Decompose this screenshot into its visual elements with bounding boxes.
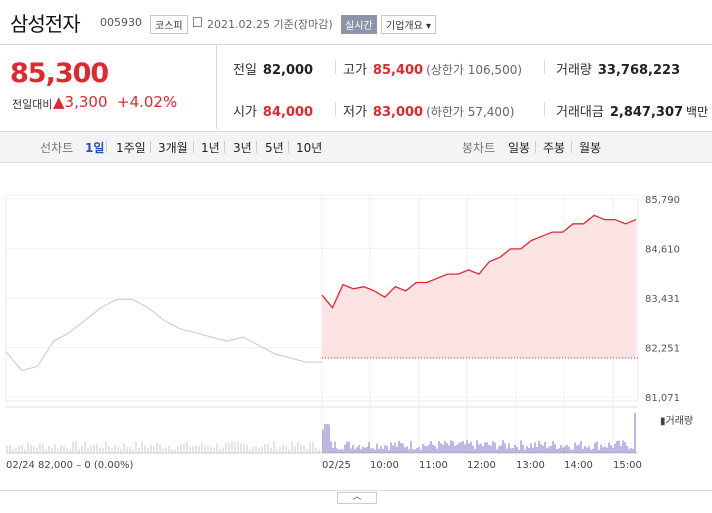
- prev-day-summary: 82,000 – 0 (0.00%): [38, 460, 134, 471]
- tab-1year[interactable]: 1년: [201, 141, 220, 155]
- intraday-chart[interactable]: 85,790 84,610 83,431 82,251 81,071 ▮거래량 02/24 0…: [0, 163, 712, 489]
- stat-open: 시가 84,000: [233, 105, 314, 120]
- change-percent: +4.02%: [117, 93, 178, 111]
- collapse-button[interactable]: ︿: [337, 492, 377, 504]
- y-tick-label: 81,071: [645, 393, 680, 404]
- tab-1week[interactable]: 1주일: [116, 141, 146, 155]
- tab-monthly[interactable]: 월봉: [579, 141, 602, 155]
- divider: [193, 141, 194, 153]
- line-chart-label: 선차트: [40, 141, 74, 155]
- x-tick-label: 02/25: [322, 460, 351, 471]
- today-line: [321, 214, 637, 309]
- tab-daily[interactable]: 일봉: [508, 141, 531, 155]
- quote-date: 2021.02.25 기준(장마감): [207, 18, 333, 31]
- chart-tabs-bar: [0, 131, 712, 163]
- today-area: [322, 215, 636, 359]
- divider: [0, 44, 712, 45]
- x-tick-label: 02/24: [6, 460, 35, 471]
- tab-3month[interactable]: 3개월: [158, 141, 188, 155]
- change-label: 전일대비: [12, 98, 53, 111]
- x-tick-label: 15:00: [613, 460, 642, 471]
- stat-prev: 전일 82,000: [233, 63, 314, 78]
- company-info-dropdown[interactable]: 기업개요 ▾: [381, 15, 437, 34]
- divider: [224, 141, 225, 153]
- tab-weekly[interactable]: 주봉: [543, 141, 566, 155]
- volume-label: ▮거래량: [660, 415, 693, 427]
- stat-amount: 거래대금 2,847,307 백만: [556, 105, 709, 120]
- x-tick-label: 10:00: [370, 460, 399, 471]
- divider: [256, 141, 257, 153]
- divider: [288, 141, 289, 153]
- divider: [544, 102, 545, 116]
- change-value: 3,300: [64, 93, 108, 111]
- change-amount: ▲3,300: [53, 93, 108, 111]
- company-info-label: 기업개요: [386, 21, 423, 32]
- divider: [335, 60, 336, 74]
- x-tick-label: 14:00: [564, 460, 593, 471]
- tab-10year[interactable]: 10년: [296, 141, 323, 155]
- divider: [571, 141, 572, 153]
- x-tick-label: 11:00: [419, 460, 448, 471]
- stat-volume: 거래량 33,768,223: [556, 63, 681, 78]
- current-price: 85,300: [10, 58, 109, 89]
- x-tick-label: 12:00: [467, 460, 496, 471]
- stat-low: 저가 83,000 (하한가 57,400): [343, 105, 515, 120]
- divider: [335, 102, 336, 116]
- divider: [106, 141, 107, 153]
- divider: [535, 141, 536, 153]
- divider: [216, 45, 217, 129]
- divider: [544, 60, 545, 74]
- chevron-down-icon: ▾: [426, 21, 432, 32]
- market-badge: 코스피: [150, 15, 188, 34]
- stock-code: 005930: [100, 16, 142, 29]
- calendar-icon: [193, 17, 202, 27]
- divider: [0, 490, 712, 491]
- stock-name: 삼성전자: [10, 12, 81, 36]
- stat-high: 고가 85,400 (상한가 106,500): [343, 63, 523, 78]
- tab-5year[interactable]: 5년: [265, 141, 284, 155]
- x-tick-label: 13:00: [516, 460, 545, 471]
- realtime-button[interactable]: 실시간: [341, 15, 377, 34]
- candle-chart-label: 봉차트: [462, 141, 496, 155]
- y-tick-label: 82,251: [645, 344, 680, 355]
- y-tick-label: 84,610: [645, 245, 680, 256]
- chevron-up-icon: ︿: [352, 492, 362, 502]
- tab-3year[interactable]: 3년: [233, 141, 252, 155]
- divider: [150, 141, 151, 153]
- up-arrow-icon: ▲: [53, 93, 65, 111]
- y-tick-label: 85,790: [645, 195, 680, 206]
- prev-day-line: [5, 298, 322, 372]
- y-tick-label: 83,431: [645, 294, 680, 305]
- stock-header: 삼성전자 005930 코스피 2021.02.25 기준(장마감) 실시간 기…: [0, 0, 712, 46]
- tab-1day[interactable]: 1일: [85, 141, 105, 155]
